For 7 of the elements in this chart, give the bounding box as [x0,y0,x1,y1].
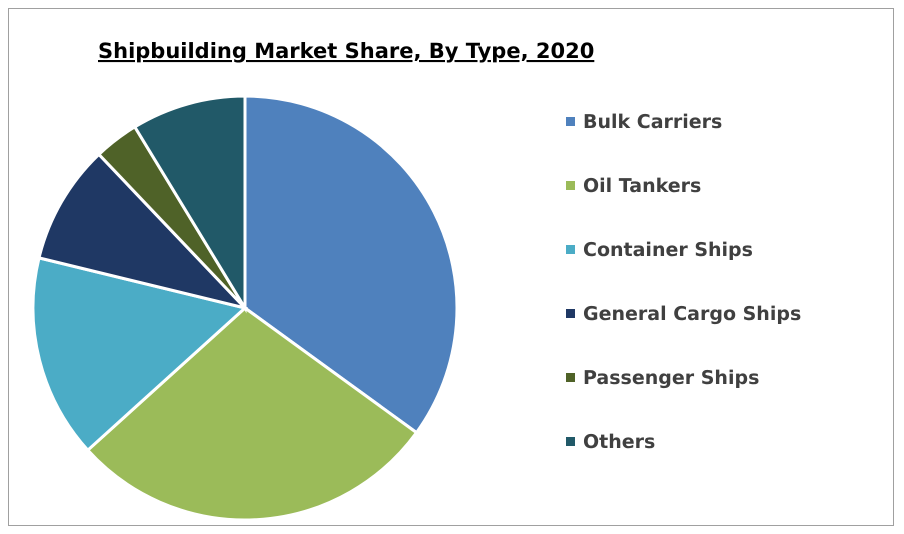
legend-label: Container Ships [583,239,753,262]
legend-label: Others [583,431,656,454]
legend-label: General Cargo Ships [583,303,802,326]
legend-label: Passenger Ships [583,367,760,390]
chart-title: Shipbuilding Market Share, By Type, 2020 [98,39,594,63]
legend-label: Bulk Carriers [583,111,722,134]
legend-label: Oil Tankers [583,175,702,198]
